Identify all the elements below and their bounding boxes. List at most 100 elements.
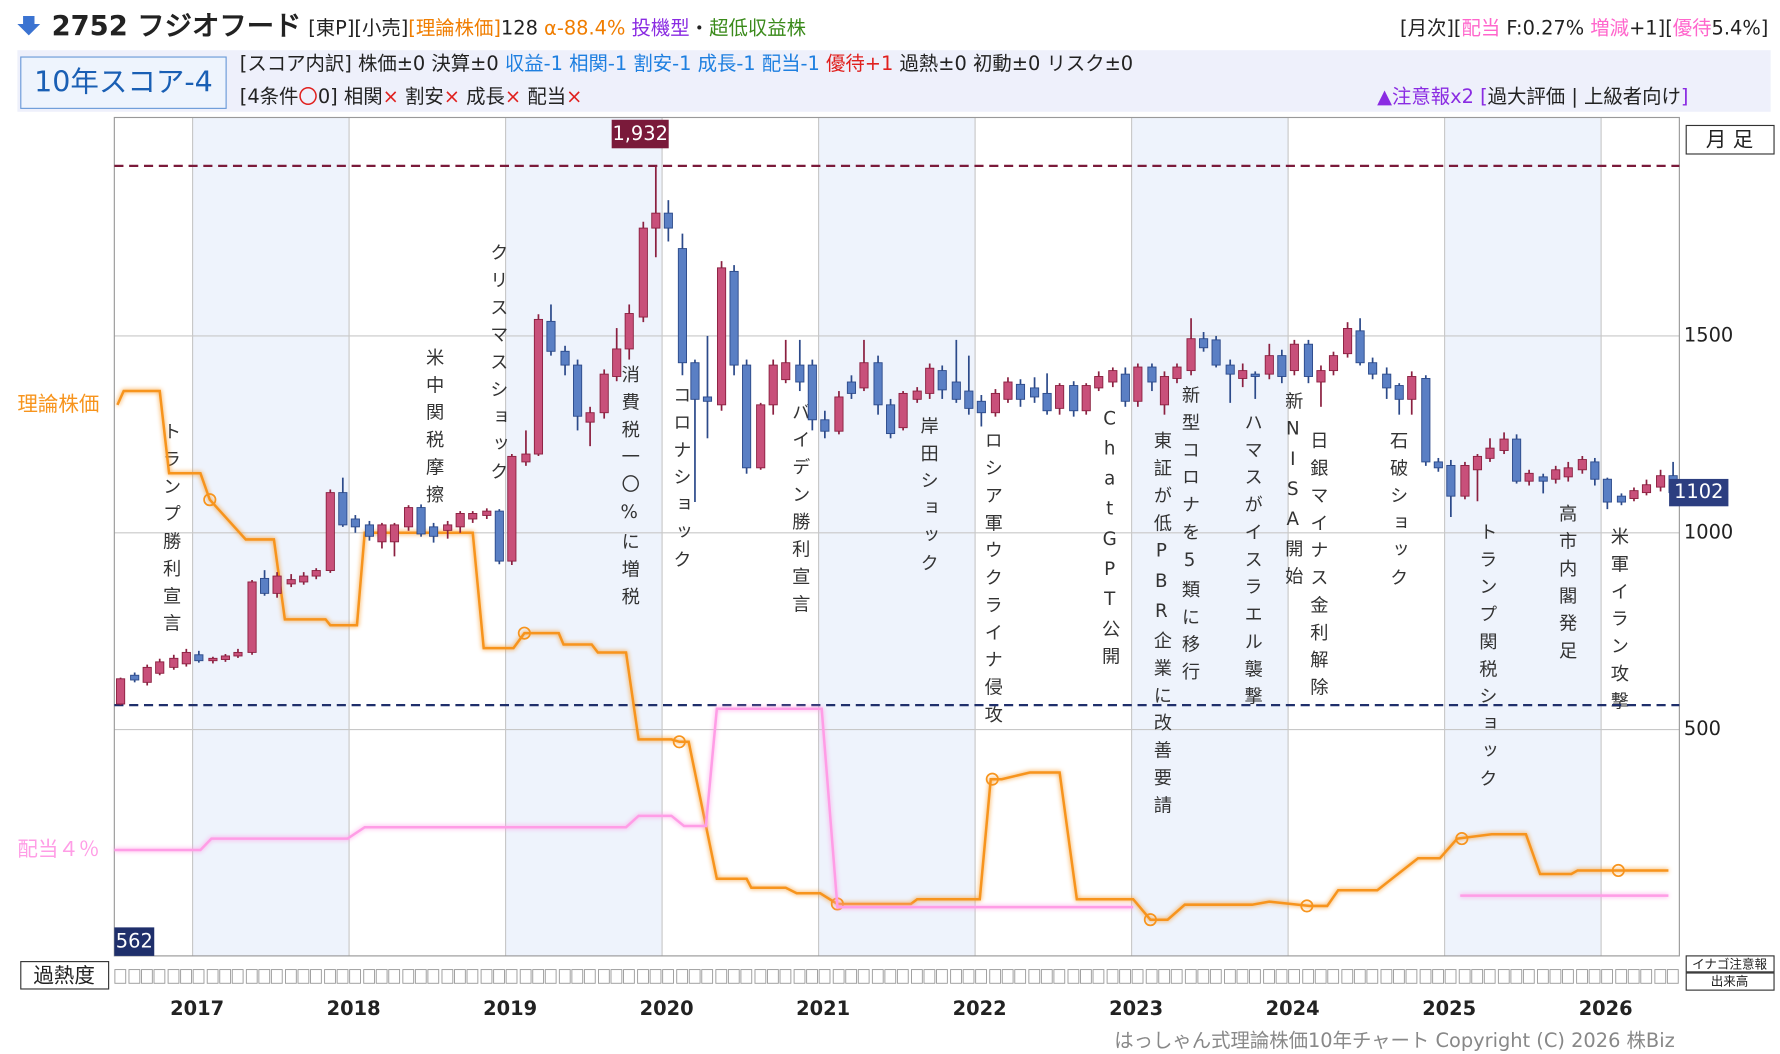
heat-cell [1537, 969, 1549, 984]
candle-body [443, 524, 453, 531]
candle-body [325, 492, 335, 572]
candle-body [820, 419, 830, 432]
heat-cell [206, 969, 219, 984]
text-segment: × [505, 84, 521, 107]
heat-cell [363, 969, 376, 984]
volume-box [1685, 972, 1775, 991]
heat-cell [676, 969, 689, 984]
candle-body [1303, 343, 1314, 377]
heat-cell [1014, 969, 1027, 984]
candle-body [169, 657, 179, 668]
period-label: 月 足 [1706, 127, 1754, 151]
text-segment: 超低収益株 [709, 16, 806, 39]
heat-cell [715, 969, 728, 984]
candle-body [403, 507, 414, 528]
overlay-line [114, 707, 1669, 909]
candle-body [416, 507, 426, 535]
heat-cell [1249, 969, 1261, 984]
candle-body [299, 575, 309, 583]
heat-cell [649, 969, 662, 984]
heat-cell [153, 969, 166, 984]
candle-body [1133, 366, 1143, 402]
stock-title: 2752 フジオフード [52, 11, 302, 42]
heat-cell [1483, 969, 1496, 984]
candle-body [807, 364, 817, 421]
candle-body [1433, 461, 1443, 469]
overlay-name: 理論株価 [17, 392, 99, 416]
candle-body [834, 396, 844, 432]
text-segment: α-88.4% [538, 16, 625, 39]
heat-cell [1458, 969, 1471, 984]
event-label: コロナショック [670, 386, 691, 578]
heat-cell [845, 969, 858, 984]
candle-body [937, 370, 947, 391]
heat-cell [598, 969, 610, 984]
event-label: 石破ショック [1387, 431, 1408, 595]
score-box [20, 56, 227, 109]
heat-cell [454, 969, 466, 984]
candle-body [507, 455, 517, 562]
alerts: ▲注意報x2 [過大評価 | 上級者向け] [1377, 84, 1688, 107]
y-tick-label: 1500 [1684, 323, 1733, 346]
candle-body [702, 396, 713, 402]
candle-body [677, 248, 687, 364]
score: 10年スコア-4 [34, 65, 213, 98]
heat-cell [414, 969, 427, 984]
last-value-label: 1102 [1674, 480, 1723, 503]
candle-body [795, 364, 805, 383]
candle-body [468, 513, 478, 520]
heat-cell [1627, 969, 1640, 984]
event-label: 日銀マイナス金利解除 [1307, 431, 1328, 705]
heat-cell [610, 969, 623, 984]
candle-body [1512, 438, 1522, 482]
alert-label: イナゴ注意報 [1692, 957, 1767, 972]
heat-cell [1197, 969, 1210, 984]
heat-cell [1236, 969, 1249, 984]
candle-body [260, 577, 270, 594]
candle-body [781, 362, 791, 381]
event-label: トランプ勝利宣言 [160, 422, 181, 641]
event-label: 消費税一〇%に増税 [619, 365, 640, 614]
heat-box [20, 961, 110, 990]
candle-body [951, 381, 961, 400]
candle-body [389, 524, 400, 543]
overlay-marker [1300, 899, 1314, 913]
year-band [818, 117, 976, 956]
heat-cell [701, 969, 714, 984]
heat-cell [871, 969, 884, 984]
x-tick-label: 2022 [953, 997, 1007, 1020]
heat-cell [806, 969, 818, 984]
heat-cell [1170, 969, 1183, 984]
event-label: クリスマスショック [487, 243, 508, 489]
heat-cell [480, 969, 493, 984]
reference-label-box [114, 927, 155, 956]
candle-body [1069, 385, 1079, 412]
heat-cell [310, 969, 322, 984]
year-band [1444, 117, 1602, 956]
heat-cell [505, 969, 518, 984]
candle-body [1472, 455, 1483, 471]
heat-cell [1131, 969, 1144, 984]
heat-cell [1497, 969, 1510, 984]
heat-label: 過熱度 [33, 963, 95, 987]
x-tick-label: 2023 [1109, 997, 1163, 1020]
text-segment: ▲注意報x2 [1377, 84, 1474, 107]
event-label: ハマスがイスラエル襲撃 [1242, 413, 1263, 714]
overlay-marker [1455, 832, 1469, 846]
text-segment: 優待 [1673, 16, 1712, 39]
candle-body [1147, 366, 1157, 383]
y-tick-label: 500 [1684, 717, 1721, 740]
candle-body [1616, 495, 1627, 503]
event-label: 東証が低PBR企業に改善要請 [1151, 431, 1172, 823]
candle-body [1524, 472, 1534, 482]
event-label: ロシア軍ウクライナ侵攻 [982, 431, 1003, 732]
candle-body [311, 570, 321, 577]
event-label: ChatGPT公開 [1099, 408, 1120, 674]
heat-cell [740, 969, 753, 984]
candle-body [1577, 459, 1587, 471]
candle-body [1590, 461, 1600, 480]
candle-body [1120, 373, 1130, 402]
candle-body [560, 350, 570, 366]
overlay-marker [203, 493, 217, 507]
candle-body [194, 654, 204, 662]
